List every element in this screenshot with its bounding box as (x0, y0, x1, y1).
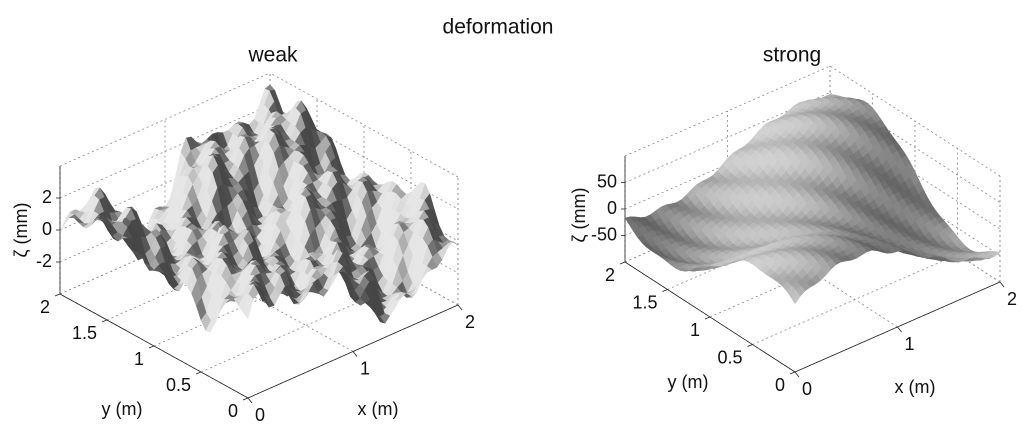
x-tick-label: 2 (1007, 289, 1017, 309)
y-tick-label: 1.5 (632, 292, 657, 312)
grid-line (269, 200, 459, 306)
y-tick-label: 2 (40, 297, 50, 317)
panel: 0 1 2 0 0.5 1 1.5 2 -50 0 50 x (m) y (m) ζ (mm) (569, 65, 1017, 399)
y-tick (747, 344, 753, 347)
surface (624, 94, 1001, 305)
x-tick (794, 371, 800, 378)
panel-title: strong (763, 44, 821, 67)
z-tick-label: 0 (42, 219, 52, 239)
surface-patch (790, 290, 801, 305)
x-tick-label: 1 (904, 334, 914, 354)
box-edge (59, 72, 271, 167)
y-tick (148, 345, 155, 349)
y-tick-label: 0.5 (166, 375, 191, 395)
x-tick (999, 281, 1005, 288)
x-tick (352, 351, 358, 357)
z-tick-label: -2 (36, 251, 52, 271)
z-axis-label: ζ (mm) (11, 203, 31, 258)
y-tick (101, 319, 108, 323)
y-tick-label: 1 (134, 349, 144, 369)
y-tick-label: 1 (690, 320, 700, 340)
y-tick (704, 316, 711, 320)
z-tick-label: 0 (607, 198, 617, 218)
y-tick-label: 1.5 (72, 323, 97, 343)
y-tick (195, 371, 202, 375)
y-tick-label: 2 (605, 265, 615, 285)
x-tick (897, 326, 902, 333)
figure-title: deformation (443, 16, 554, 39)
grid-line (164, 247, 354, 352)
y-tick (242, 397, 249, 401)
x-tick-label: 0 (802, 379, 812, 399)
surface (59, 84, 459, 333)
z-axis-label: ζ (mm) (569, 188, 589, 243)
panel-title: weak (247, 44, 298, 67)
y-axis-label: y (m) (668, 372, 709, 392)
y-tick-label: 0 (228, 401, 238, 421)
x-tick-label: 2 (465, 312, 475, 332)
grid-line (59, 104, 271, 199)
y-tick (619, 261, 626, 265)
box-edge (269, 72, 459, 178)
y-tick (54, 293, 61, 297)
x-tick (457, 304, 463, 311)
x-axis-label: x (m) (895, 377, 936, 397)
z-tick-label: 50 (597, 171, 617, 191)
x-axis-label: x (m) (358, 399, 399, 419)
y-tick-label: 0 (775, 375, 785, 395)
panel: 0 1 2 0 0.5 1 1.5 2 -2 0 2 x (m) y (m) ζ (mm) (11, 72, 475, 425)
x-tick-label: 1 (360, 358, 370, 378)
y-tick (789, 371, 796, 375)
x-tick-label: 0 (255, 405, 265, 425)
y-tick (662, 289, 668, 292)
surface-patch (243, 293, 254, 320)
y-axis-label: y (m) (102, 399, 143, 419)
grid-line (829, 92, 1001, 203)
z-tick-label: -50 (591, 224, 617, 244)
y-tick-label: 0.5 (717, 347, 742, 367)
x-tick (247, 397, 253, 404)
z-tick-label: 2 (42, 187, 52, 207)
grid-line (752, 254, 958, 345)
